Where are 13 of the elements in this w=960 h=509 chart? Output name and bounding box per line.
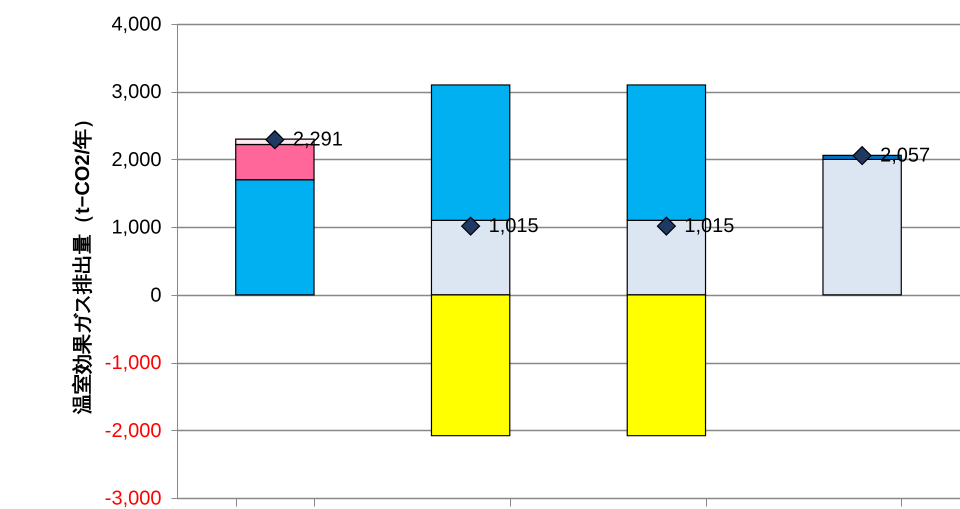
y-tick-label: -3,000: [104, 488, 162, 509]
point: [656, 216, 676, 236]
y-tick-label: 0: [150, 284, 162, 306]
y-tick-label: 1,000: [111, 216, 162, 239]
y-tick-label: 3,000: [111, 81, 162, 104]
y-tick-label: 2,000: [111, 148, 162, 171]
y-tick-label: 4,000: [111, 14, 162, 36]
point: [852, 146, 872, 166]
point: [461, 216, 480, 236]
y-axis-title: 温室効果ガス排出量（t−CO2/年）: [70, 108, 94, 416]
point: [265, 130, 284, 150]
y-tick-label: -1,000: [104, 352, 162, 374]
y-tick-label: -2,000: [104, 420, 162, 442]
